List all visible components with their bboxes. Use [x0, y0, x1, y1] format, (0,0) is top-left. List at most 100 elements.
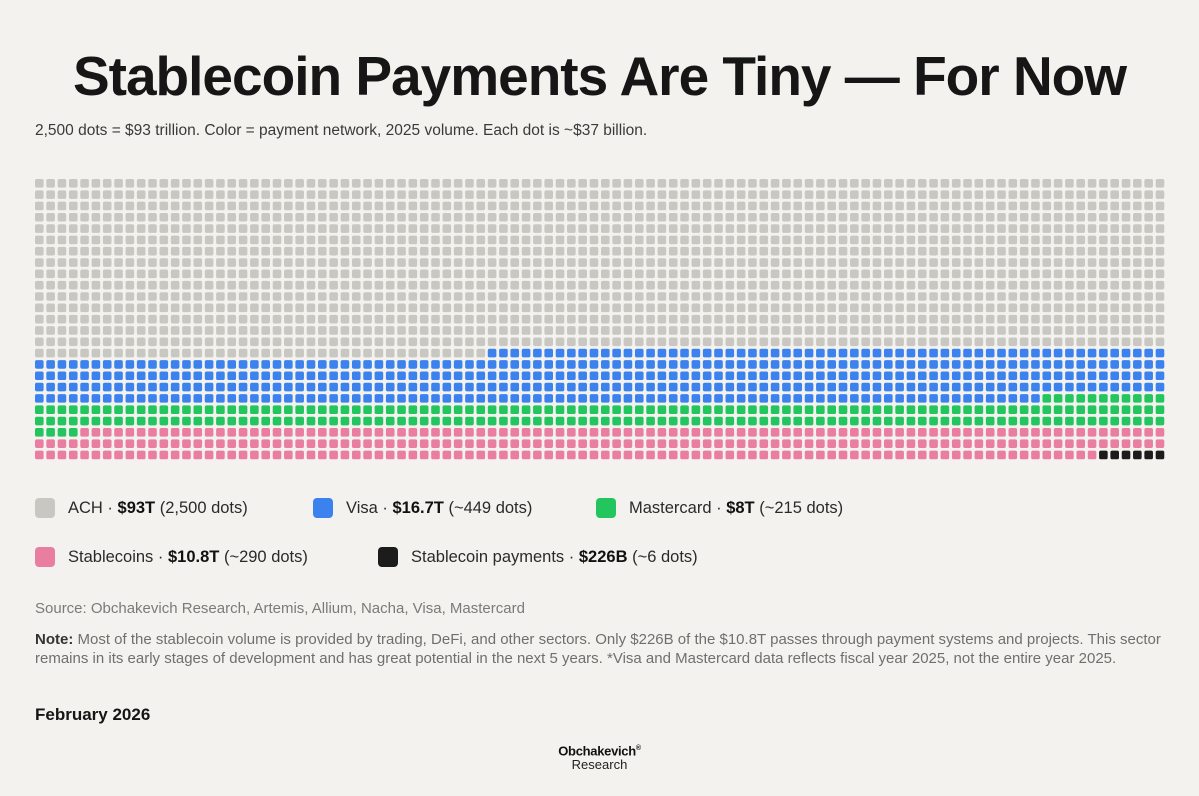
- dot-ach: [170, 292, 180, 301]
- dot-ach: [216, 235, 225, 245]
- dot-ach: [216, 246, 225, 256]
- dot-ach: [91, 337, 101, 347]
- dot-ach: [476, 292, 486, 301]
- dot-mastercard: [1099, 394, 1108, 403]
- dot-visa: [1019, 371, 1029, 381]
- dot-ach: [1133, 246, 1142, 256]
- dot-ach: [453, 246, 463, 256]
- dot-visa: [261, 360, 270, 369]
- dot-ach: [1144, 258, 1153, 267]
- dot-ach: [884, 269, 893, 279]
- dot-stablecoins: [238, 428, 248, 437]
- dot-ach: [476, 235, 486, 245]
- dot-stablecoins: [487, 428, 497, 437]
- dot-ach: [1042, 246, 1052, 256]
- dot-visa: [261, 394, 270, 403]
- dot-ach: [318, 337, 327, 347]
- dot-ach: [736, 224, 746, 233]
- dot-ach: [1155, 224, 1165, 233]
- dot-ach: [929, 292, 938, 301]
- dot-visa: [374, 360, 384, 369]
- dot-visa: [940, 371, 950, 381]
- dot-stablecoins: [714, 450, 723, 460]
- dot-stablecoins: [623, 439, 633, 448]
- dot-ach: [1133, 269, 1142, 279]
- dot-ach: [374, 190, 384, 199]
- dot-ach: [1008, 280, 1018, 290]
- dot-ach: [170, 269, 180, 279]
- dot-ach: [340, 337, 350, 347]
- dot-mastercard: [397, 405, 406, 414]
- dot-ach: [272, 179, 282, 188]
- dot-ach: [284, 224, 293, 233]
- dot-ach: [250, 190, 259, 199]
- dot-ach: [397, 269, 406, 279]
- dot-mastercard: [680, 405, 689, 414]
- dot-ach: [295, 348, 304, 358]
- dot-ach: [691, 224, 701, 233]
- dot-ach: [1031, 292, 1040, 301]
- dot-mastercard: [148, 405, 157, 414]
- dot-ach: [917, 269, 927, 279]
- dot-mastercard: [702, 416, 712, 426]
- dot-ach: [363, 269, 372, 279]
- dot-ach: [397, 337, 406, 347]
- dot-ach: [623, 235, 633, 245]
- dot-ach: [102, 326, 112, 335]
- dot-ach: [1087, 326, 1097, 335]
- dot-ach: [1155, 280, 1165, 290]
- dot-ach: [329, 326, 338, 335]
- dot-ach: [487, 224, 497, 233]
- dot-ach: [250, 326, 259, 335]
- dot-visa: [816, 394, 825, 403]
- dot-ach: [555, 280, 565, 290]
- dot-ach: [204, 179, 214, 188]
- dot-ach: [465, 246, 474, 256]
- dot-ach: [487, 201, 497, 211]
- dot-ach: [1099, 235, 1108, 245]
- dot-ach: [1087, 190, 1097, 199]
- dot-visa: [555, 394, 565, 403]
- dot-ach: [46, 314, 55, 324]
- dot-ach: [499, 246, 508, 256]
- dot-ach: [634, 280, 644, 290]
- dot-ach: [601, 326, 610, 335]
- dot-ach: [1053, 235, 1063, 245]
- dot-ach: [838, 201, 848, 211]
- dot-stablecoins: [204, 428, 214, 437]
- dot-mastercard: [1110, 405, 1119, 414]
- dot-ach: [125, 212, 135, 222]
- dot-ach: [102, 246, 112, 256]
- dot-ach: [861, 224, 870, 233]
- dot-ach: [759, 224, 769, 233]
- dot-mastercard: [1053, 405, 1063, 414]
- dot-mastercard: [1042, 405, 1052, 414]
- dot-ach: [1042, 179, 1052, 188]
- dot-ach: [1053, 303, 1063, 313]
- dot-ach: [57, 246, 67, 256]
- dot-ach: [929, 314, 938, 324]
- dot-visa: [793, 371, 803, 381]
- dot-ach: [385, 258, 395, 267]
- dot-ach: [227, 314, 237, 324]
- dot-ach: [1099, 179, 1108, 188]
- dot-ach: [634, 201, 644, 211]
- dot-visa: [827, 371, 836, 381]
- dot-visa: [782, 394, 791, 403]
- dot-ach: [646, 201, 655, 211]
- dot-ach: [668, 258, 678, 267]
- dot-ach: [329, 258, 338, 267]
- dot-ach: [136, 314, 146, 324]
- dot-visa: [770, 394, 780, 403]
- dot-visa: [1133, 348, 1142, 358]
- dot-ach: [714, 235, 723, 245]
- dot-ach: [385, 179, 395, 188]
- dot-ach: [1110, 292, 1119, 301]
- dot-ach: [850, 246, 859, 256]
- dot-ach: [306, 337, 316, 347]
- dot-ach: [1076, 280, 1086, 290]
- dot-ach: [861, 337, 870, 347]
- dot-ach: [80, 235, 89, 245]
- dot-ach: [940, 235, 950, 245]
- dot-mastercard: [329, 416, 338, 426]
